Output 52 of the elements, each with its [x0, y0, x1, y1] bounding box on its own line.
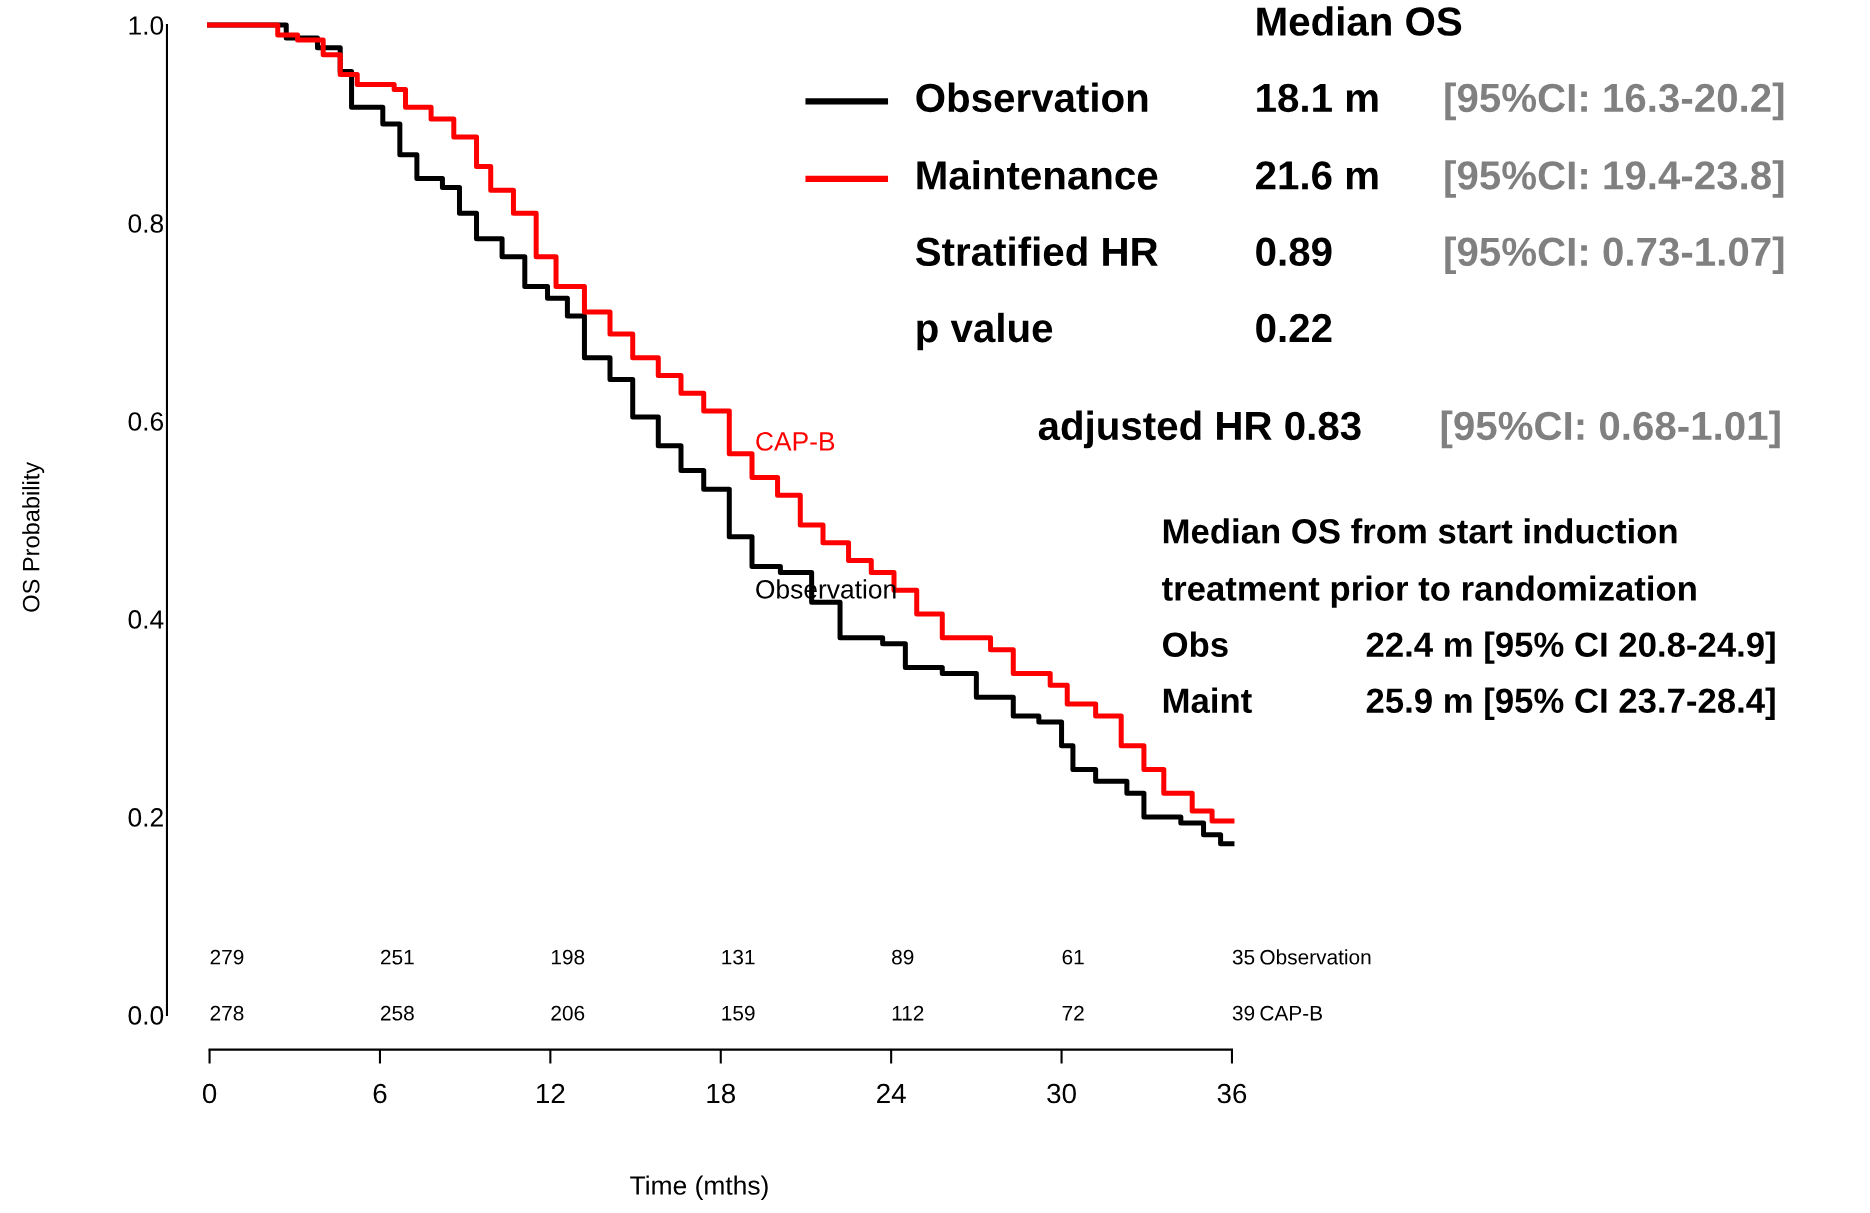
text: 18.1 m	[1257, 83, 1378, 113]
annotation: 159	[722, 1005, 755, 1021]
text: 25.9 m [95% CI 23.7-28.4]	[1366, 687, 1775, 720]
legend-label: Maintenance	[917, 160, 1158, 190]
annotation: 198	[551, 949, 585, 965]
text: [95%CI: 19.4-23.8]	[1445, 160, 1784, 198]
annotation: 89	[892, 949, 914, 965]
annotation: adjusted HR 0.83	[1038, 410, 1361, 449]
text: [95%CI: 0.68-1.01]	[1441, 410, 1780, 449]
annotation: 206	[551, 1005, 585, 1021]
x-tick-label: 12	[537, 1083, 565, 1104]
annotation: 61	[1062, 949, 1084, 965]
text: 22.4 m [95% CI 20.8-24.9]	[1366, 631, 1775, 664]
y-tick-label: 0.8	[128, 214, 164, 233]
y-tick-label: 1.0	[129, 16, 164, 35]
annotation: CAP-B	[756, 432, 835, 451]
text: 21.6 m	[1256, 161, 1378, 190]
y-tick-label: 0.2	[128, 808, 163, 827]
x-tick-label: 24	[877, 1083, 906, 1104]
annotation: Obs	[1163, 631, 1228, 657]
x-tick-label: 18	[707, 1083, 735, 1104]
annotation: 251	[381, 949, 414, 965]
text: 35	[1232, 949, 1255, 965]
text: 39	[1232, 1005, 1255, 1021]
annotation: 279	[210, 949, 244, 965]
annotation: treatment prior to randomization	[1162, 575, 1696, 608]
x-tick-label: 6	[373, 1083, 387, 1104]
x-tick-label: 0	[202, 1083, 217, 1104]
y-tick-label: 0.6	[128, 412, 164, 431]
text: CAP-B	[1260, 1005, 1322, 1021]
text: [95%CI: 16.3-20.2]	[1445, 82, 1784, 121]
legend-label: Observation	[916, 82, 1148, 113]
annotation: 72	[1062, 1005, 1084, 1021]
annotation: Maint	[1163, 687, 1252, 714]
annotation: p value	[917, 312, 1053, 351]
annotation: 278	[210, 1005, 244, 1021]
text: Observation	[1260, 949, 1371, 965]
text: 0.22	[1256, 313, 1332, 343]
annotation: Median OS from start induction	[1163, 518, 1677, 544]
annotation: Stratified HR	[915, 236, 1158, 267]
text: Median OS	[1257, 6, 1462, 36]
annotation: 131	[722, 949, 755, 965]
annotation: 258	[381, 1005, 414, 1021]
y-tick-label: 0.0	[128, 1006, 164, 1025]
y-tick-label: 0.4	[128, 610, 164, 629]
x-tick-label: 36	[1217, 1083, 1247, 1104]
text: 0.89	[1256, 237, 1332, 267]
y-axis-title: OS Probability	[22, 461, 45, 612]
annotation: 112	[892, 1005, 924, 1021]
text: [95%CI: 0.73-1.07]	[1445, 236, 1784, 275]
x-tick-label: 30	[1047, 1083, 1076, 1104]
x-axis-title: Time (mths)	[630, 1175, 768, 1201]
